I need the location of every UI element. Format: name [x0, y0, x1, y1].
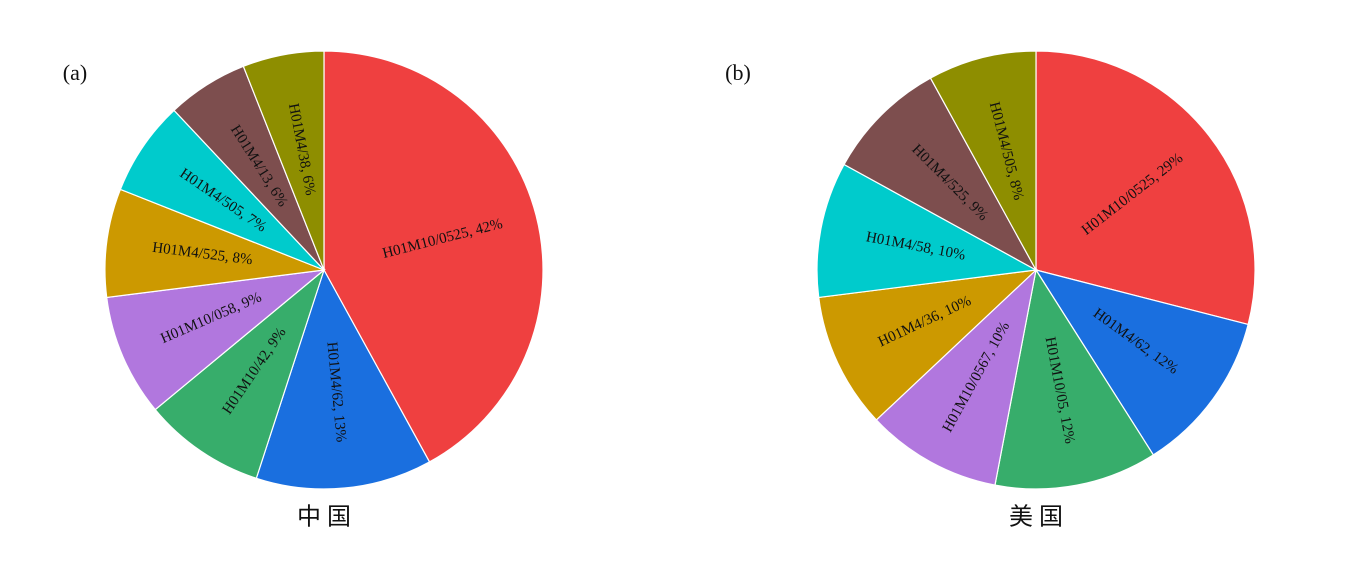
pie-slice	[255, 268, 431, 490]
pie-slice	[1035, 50, 1256, 326]
chart-title: 美 国	[1009, 504, 1063, 531]
pie-slice	[1034, 269, 1249, 456]
pie-slice	[818, 269, 1038, 421]
panel-label: (b)	[725, 60, 751, 85]
pie-slice	[104, 188, 325, 299]
chart-title: 中 国	[297, 504, 351, 531]
pie-slice	[875, 268, 1037, 486]
pie-slice	[816, 163, 1038, 299]
pie-slice	[929, 50, 1037, 271]
pie-slice	[154, 268, 326, 480]
pie-slice	[323, 50, 544, 463]
pie-slice	[242, 50, 325, 271]
panel-label: (a)	[63, 60, 87, 85]
pie-slice	[994, 268, 1155, 490]
pie-slice	[843, 77, 1038, 272]
pie-slice	[106, 269, 326, 411]
